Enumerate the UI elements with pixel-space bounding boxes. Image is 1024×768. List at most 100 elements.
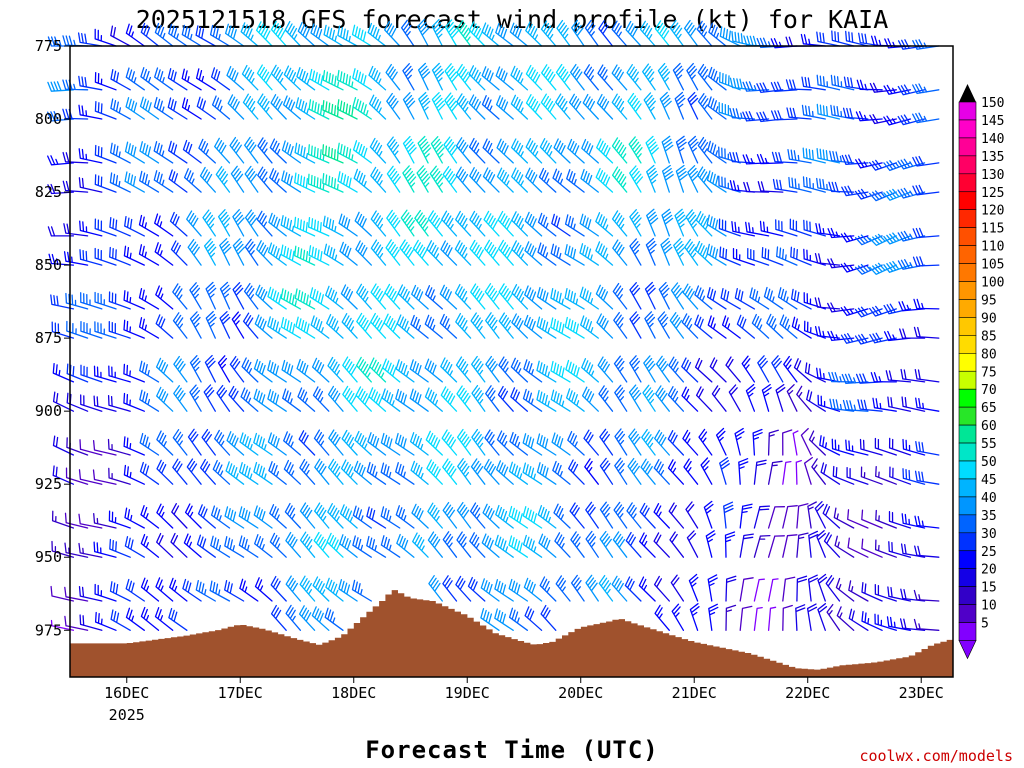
wind-barb [172, 458, 188, 485]
wind-barb [598, 20, 614, 47]
wind-barb [782, 604, 793, 631]
wind-barb [94, 144, 117, 164]
wind-barb [313, 429, 330, 456]
wind-barb [400, 209, 415, 237]
wind-barb [598, 574, 614, 602]
wind-barb [525, 138, 543, 164]
wind-barb [108, 321, 131, 339]
wind-barb [156, 386, 174, 412]
colorbar-swatch [958, 370, 977, 390]
wind-barb [299, 575, 316, 602]
wind-barb [508, 578, 529, 602]
wind-barb [803, 292, 826, 310]
wind-barb [483, 239, 500, 266]
wind-barb [468, 65, 486, 91]
wind-barb [370, 166, 387, 193]
wind-barb [775, 383, 786, 412]
wind-barb [78, 585, 103, 602]
wind-barb [297, 387, 316, 412]
wind-barb [642, 384, 656, 412]
wind-barb [469, 167, 486, 193]
wind-barb [796, 575, 808, 602]
wind-barb [455, 312, 472, 339]
wind-barb [183, 168, 202, 193]
wind-barb [816, 103, 841, 120]
wind-barb [629, 238, 642, 266]
wind-barb [667, 386, 685, 412]
wind-barb [912, 83, 940, 95]
wind-barb [370, 312, 387, 339]
wind-barb [584, 458, 599, 485]
wind-barb [327, 356, 344, 383]
wind-barb [696, 166, 713, 193]
wind-barb [537, 505, 557, 529]
colorbar-swatch [958, 388, 977, 408]
wind-barb [614, 384, 628, 412]
wind-barb [659, 91, 672, 120]
wind-barb [628, 136, 643, 164]
wind-barb [739, 503, 753, 529]
wind-barb [308, 99, 330, 120]
wind-barb [786, 384, 798, 412]
wind-barb [469, 239, 486, 266]
wind-barb [425, 430, 443, 456]
wind-barb [298, 605, 316, 631]
wind-barb [281, 359, 302, 383]
wind-barb [282, 388, 302, 412]
wind-barb [293, 216, 316, 237]
colorbar-label: 20 [981, 563, 997, 578]
wind-barb [94, 28, 117, 47]
wind-barb [901, 396, 926, 412]
wind-barb [227, 94, 245, 120]
wind-barb [384, 20, 401, 47]
wind-barb [231, 311, 245, 339]
wind-barb [154, 213, 174, 237]
wind-barb [915, 397, 940, 412]
wind-barb [718, 146, 741, 164]
wind-barb [668, 502, 685, 529]
wind-barb [496, 430, 514, 456]
wind-barb [352, 97, 372, 120]
wind-barb [396, 533, 415, 558]
wind-barb [819, 435, 841, 456]
wind-barb [522, 506, 543, 529]
wind-barb [454, 283, 472, 310]
wind-barb [596, 313, 614, 339]
wind-barb [280, 288, 302, 310]
wind-barb [749, 287, 770, 310]
wind-barb [281, 170, 302, 193]
wind-barb [756, 111, 784, 123]
colorbar-label: 10 [981, 599, 997, 614]
wind-barb [154, 607, 174, 631]
wind-barb [173, 355, 188, 383]
wind-barb [109, 172, 131, 193]
wind-barb [523, 359, 543, 383]
wind-barb [763, 286, 784, 310]
wind-barb [94, 71, 117, 91]
wind-barb [209, 580, 231, 602]
wind-barb [139, 170, 160, 193]
wind-barb [123, 464, 145, 485]
wind-barb [395, 359, 415, 383]
wind-barb [912, 256, 940, 267]
wind-barb [154, 22, 174, 47]
wind-barb [47, 155, 75, 166]
wind-barb [255, 21, 273, 47]
wind-barb [524, 211, 543, 237]
wind-barb [707, 66, 727, 91]
colorbar-swatch [958, 137, 977, 157]
wind-barb [897, 158, 926, 170]
wind-barb [612, 239, 628, 266]
wind-barb [598, 385, 614, 412]
wind-barb [830, 74, 855, 91]
wind-barb [285, 604, 302, 631]
wind-barb [282, 95, 302, 120]
wind-barb [168, 169, 188, 193]
wind-barb [869, 332, 897, 344]
wind-barb [498, 283, 514, 310]
wind-barb [140, 505, 160, 529]
wind-barb [241, 357, 259, 383]
colorbar-swatch [958, 568, 977, 587]
wind-barb [654, 20, 670, 47]
wind-barb [761, 383, 772, 412]
